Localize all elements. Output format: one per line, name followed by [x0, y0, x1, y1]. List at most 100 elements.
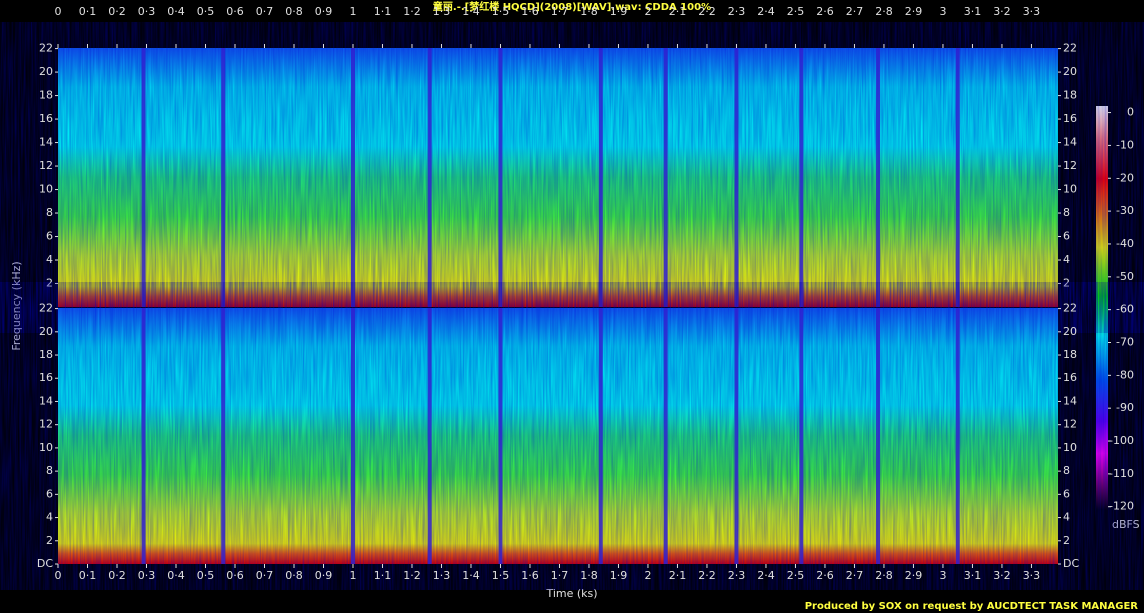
y-tick-label-right: 6: [1063, 487, 1070, 500]
track-gap: [350, 308, 355, 564]
x-tick-label-top: 1·9: [610, 5, 628, 18]
x-tick-label: 0·5: [197, 569, 215, 582]
track-gap: [141, 48, 146, 307]
y-tick-label: DC: [37, 557, 53, 570]
y-tick-label-right: 8: [1063, 464, 1070, 477]
track-gap: [734, 48, 739, 307]
x-tick-label-top: 1·8: [580, 5, 598, 18]
colorbar-tick-label: -30: [1116, 204, 1134, 217]
x-tick-label: 2·4: [757, 569, 775, 582]
y-tick-label-right: 22: [1063, 42, 1077, 55]
x-tick-label-top: 2·7: [846, 5, 864, 18]
y-tick-label-right: 16: [1063, 112, 1077, 125]
x-tick-label-top: 1·3: [433, 5, 451, 18]
track-gap: [598, 308, 603, 564]
y-tick-label: 22: [39, 42, 53, 55]
y-tick-label: 22: [39, 302, 53, 315]
x-tick-label-top: 3: [939, 5, 946, 18]
y-tick-label-right: 16: [1063, 371, 1077, 384]
x-tick-label: 0·7: [256, 569, 274, 582]
y-axis-label: Frequency (kHz): [10, 261, 23, 350]
y-tick-label: 4: [46, 511, 53, 524]
x-tick-label-top: 0·4: [167, 5, 185, 18]
track-gap: [498, 308, 503, 564]
x-tick-label-top: 0·3: [138, 5, 156, 18]
y-tick-label: 12: [39, 159, 53, 172]
colorbar-tick-label: -50: [1116, 270, 1134, 283]
x-tick-label: 1·6: [521, 569, 539, 582]
colorbar-tick-label: -40: [1116, 237, 1134, 250]
x-tick-label: 2·6: [816, 569, 834, 582]
x-tick-label-top: 2·6: [816, 5, 834, 18]
x-tick-label: 1·1: [374, 569, 392, 582]
x-tick-label-top: 0·7: [256, 5, 274, 18]
y-tick-label-right: 6: [1063, 230, 1070, 243]
colorbar-tick-label: -110: [1109, 467, 1134, 480]
x-tick-label-top: 2·9: [905, 5, 923, 18]
x-tick-label: 1: [349, 569, 356, 582]
y-tick-label: 14: [39, 136, 53, 149]
y-tick-label: 20: [39, 65, 53, 78]
x-tick-label-top: 2·2: [698, 5, 716, 18]
track-gap: [955, 308, 960, 564]
x-tick-label: 1·7: [551, 569, 569, 582]
x-tick-label: 1·3: [433, 569, 451, 582]
track-gap: [876, 308, 881, 564]
track-gap: [799, 308, 804, 564]
y-tick-label-right: DC: [1063, 557, 1079, 570]
y-tick-label-right: 10: [1063, 441, 1077, 454]
y-tick-label-right: 20: [1063, 325, 1077, 338]
x-tick-label: 1·8: [580, 569, 598, 582]
y-tick-label: 12: [39, 418, 53, 431]
track-gap: [799, 48, 804, 307]
chart-title: 童丽.-.[梦红楼 HQCD](2008)[WAV].wav: CDDA 100…: [433, 0, 711, 13]
colorbar-tick-label: -10: [1116, 138, 1134, 151]
x-tick-label-top: 0·9: [315, 5, 333, 18]
track-gap: [498, 48, 503, 307]
x-tick-label: 0: [55, 569, 62, 582]
y-tick-label: 10: [39, 183, 53, 196]
x-tick-label: 3·3: [1023, 569, 1041, 582]
x-tick-label: 2·7: [846, 569, 864, 582]
x-tick-label-top: 1·4: [462, 5, 480, 18]
y-tick-label: 14: [39, 394, 53, 407]
y-tick-label: 2: [46, 277, 53, 290]
x-tick-label: 0·8: [285, 569, 303, 582]
x-tick-label: 2·3: [728, 569, 746, 582]
x-tick-label: 0·4: [167, 569, 185, 582]
y-tick-label-right: 10: [1063, 183, 1077, 196]
x-tick-label-top: 3·2: [993, 5, 1011, 18]
x-tick-label-top: 0·6: [226, 5, 244, 18]
x-tick-label: 2·9: [905, 569, 923, 582]
y-tick-label: 4: [46, 253, 53, 266]
y-tick-label: 8: [46, 464, 53, 477]
x-tick-label: 2·2: [698, 569, 716, 582]
x-tick-label-top: 1·6: [521, 5, 539, 18]
track-gap: [221, 48, 226, 307]
x-tick-label-top: 0·1: [79, 5, 97, 18]
y-tick-label-right: 18: [1063, 89, 1077, 102]
x-tick-label: 2: [644, 569, 651, 582]
x-tick-label-top: 3·3: [1023, 5, 1041, 18]
track-gap: [955, 48, 960, 307]
x-tick-label-top: 2: [644, 5, 651, 18]
x-tick-label: 0·2: [108, 569, 126, 582]
y-tick-label-right: 4: [1063, 253, 1070, 266]
y-tick-label-right: 4: [1063, 511, 1070, 524]
colorbar-tick-label: -120: [1109, 500, 1134, 513]
y-tick-label-right: 2: [1063, 277, 1070, 290]
x-tick-label-top: 0: [55, 5, 62, 18]
x-tick-label: 0·1: [79, 569, 97, 582]
y-tick-label: 2: [46, 534, 53, 547]
x-tick-label-top: 3·1: [964, 5, 982, 18]
y-tick-label-right: 22: [1063, 302, 1077, 315]
colorbar-tick-label: -100: [1109, 434, 1134, 447]
x-tick-label-top: 1·2: [403, 5, 421, 18]
y-tick-label-right: 12: [1063, 418, 1077, 431]
y-tick-label-right: 18: [1063, 348, 1077, 361]
y-tick-label: 8: [46, 206, 53, 219]
x-tick-label: 2·8: [875, 569, 893, 582]
colorbar-tick-label: -60: [1116, 303, 1134, 316]
spectrogram-texture: [58, 48, 1058, 307]
